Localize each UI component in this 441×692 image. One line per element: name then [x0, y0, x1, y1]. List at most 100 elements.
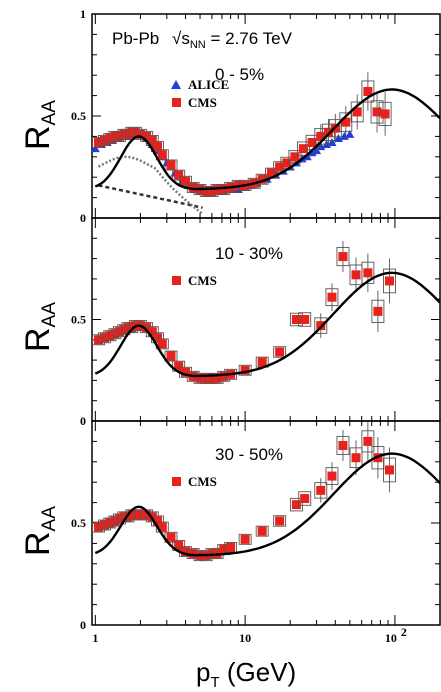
- cms-point: [188, 182, 198, 192]
- alice-point: [339, 131, 349, 140]
- cms-point: [147, 327, 157, 337]
- cms-point: [181, 176, 191, 186]
- cms-point: [105, 133, 115, 143]
- cms-point: [110, 131, 120, 141]
- legend-cms-label-p1: CMS: [188, 273, 217, 288]
- cms-point: [105, 518, 115, 528]
- y-tick-label-0-2: 1: [80, 7, 86, 21]
- cms-point: [157, 522, 167, 532]
- syst-box: [273, 515, 287, 527]
- alice-point: [90, 144, 100, 153]
- cms-point: [99, 520, 109, 530]
- cms-point: [307, 138, 317, 148]
- syst-box: [172, 169, 186, 181]
- cms-point: [219, 184, 229, 194]
- cms-point: [290, 152, 300, 162]
- cms-point: [152, 333, 162, 343]
- model-curve-solid-0: [94, 88, 441, 191]
- syst-box: [273, 346, 287, 358]
- cms-point: [316, 131, 326, 141]
- alice-point: [333, 133, 343, 142]
- legend-cms-marker-p0: [172, 98, 181, 107]
- y-axis-title-middle: RAA: [19, 302, 60, 352]
- centrality-label-p0: 0 - 5%: [215, 65, 264, 84]
- y-tick-label-0-0: 0: [80, 211, 86, 225]
- legend-cms-marker-p1: [172, 276, 181, 285]
- syst-box: [298, 491, 312, 506]
- centrality-label-p1: 10 - 30%: [215, 244, 283, 263]
- x-axis-title: pT (GeV): [196, 657, 296, 691]
- cms-point: [291, 500, 301, 510]
- x-tick-label-1: 10: [239, 631, 251, 645]
- y-axis-title-bottom: RAA: [19, 506, 60, 556]
- model-curve-dashed: [98, 184, 203, 209]
- syst-box: [298, 312, 312, 327]
- cms-point: [188, 549, 198, 559]
- cms-point: [363, 87, 373, 97]
- alice-point: [345, 129, 355, 138]
- cms-point: [266, 168, 276, 178]
- cms-point: [110, 516, 120, 526]
- legend-cms-label-p0: CMS: [188, 95, 217, 110]
- legend-p2: CMS: [172, 474, 217, 489]
- cms-point: [174, 540, 184, 550]
- cms-point: [99, 135, 109, 145]
- legend-cms-marker-p2: [172, 477, 181, 486]
- syst-box: [296, 141, 310, 156]
- y-tick-label-1-0: 0: [80, 414, 86, 428]
- cms-point: [99, 333, 109, 343]
- cms-point: [327, 292, 337, 302]
- y-tick-label-2-1: 0.5: [71, 516, 86, 530]
- cms-point: [157, 150, 167, 160]
- cms-point: [257, 174, 267, 184]
- legend-cms-label-p2: CMS: [188, 474, 217, 489]
- cms-point: [257, 526, 267, 536]
- cms-point: [363, 436, 373, 446]
- y-tick-label-2-0: 0: [80, 618, 86, 632]
- y-tick-label-1-1: 0.5: [71, 313, 86, 327]
- cms-point: [338, 252, 348, 262]
- syst-box: [179, 175, 192, 187]
- y-tick-label-0-1: 0.5: [71, 109, 86, 123]
- cms-point: [384, 465, 394, 475]
- cms-point: [300, 494, 310, 504]
- cms-point: [240, 365, 250, 375]
- alice-point: [327, 138, 337, 147]
- cms-point: [152, 142, 162, 152]
- energy-label: √sNN = 2.76 TeV: [172, 29, 293, 51]
- cms-point: [157, 339, 167, 349]
- cms-point: [207, 186, 217, 196]
- cms-point: [323, 127, 333, 137]
- legend-alice-label: ALICE: [188, 77, 229, 92]
- cms-point: [181, 367, 191, 377]
- cms-point: [105, 331, 115, 341]
- cms-point: [110, 329, 120, 339]
- cms-point: [226, 542, 236, 552]
- syst-box: [255, 525, 269, 537]
- model-curve-solid-1: [94, 271, 441, 378]
- cms-point: [275, 347, 285, 357]
- cms-point: [219, 371, 229, 381]
- cms-point: [282, 158, 292, 168]
- syst-box: [289, 497, 303, 512]
- legend-p1: CMS: [172, 273, 217, 288]
- cms-point: [351, 270, 361, 280]
- cms-point: [130, 510, 140, 520]
- model-curve-solid-2: [94, 452, 441, 557]
- cms-point: [166, 160, 176, 170]
- cms-point: [291, 315, 301, 324]
- cms-point: [181, 547, 191, 557]
- cms-point: [300, 315, 310, 324]
- cms-point: [240, 534, 250, 544]
- legend-alice-marker: [171, 80, 181, 89]
- cms-point: [327, 471, 337, 481]
- syst-box: [164, 159, 178, 171]
- centrality-label-p2: 30 - 50%: [215, 445, 283, 464]
- collision-label: Pb-Pb: [112, 29, 159, 48]
- cms-point: [219, 545, 229, 555]
- x-tick-label-exponent: 2: [401, 625, 407, 639]
- cms-point: [152, 516, 162, 526]
- syst-box: [164, 350, 178, 362]
